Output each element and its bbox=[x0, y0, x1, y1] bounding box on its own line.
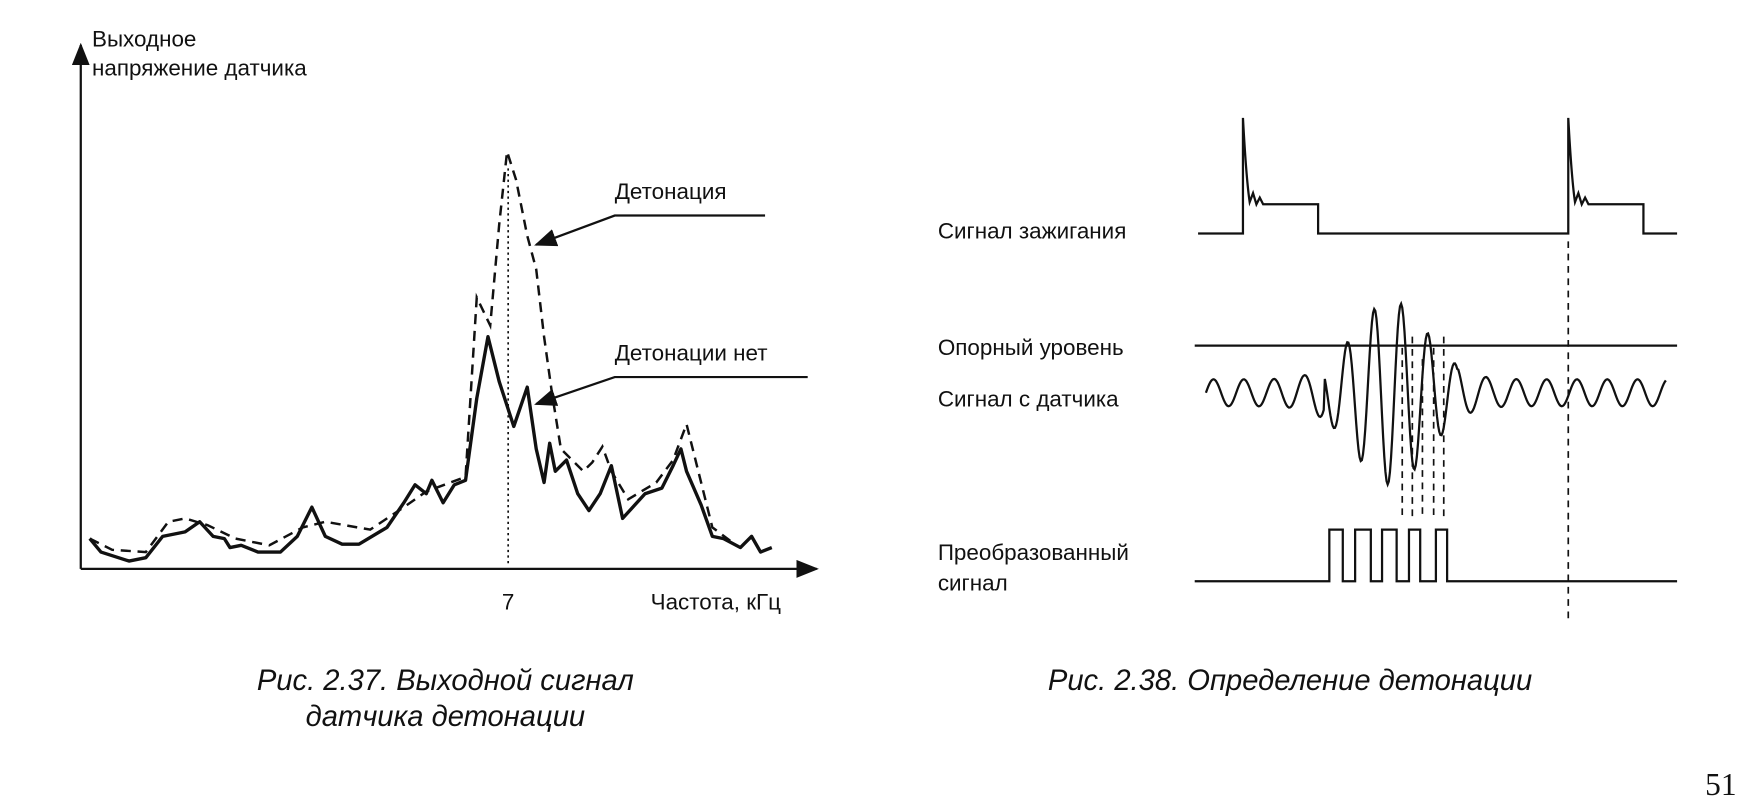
converted-signal bbox=[1194, 528, 1678, 583]
signal-label: сигнал bbox=[938, 571, 1008, 596]
signal-label: Опорный уровень bbox=[938, 335, 1124, 360]
signal-label: Сигнал зажигания bbox=[938, 218, 1127, 243]
caption: Рис. 2.37. Выходной сигнал bbox=[257, 665, 634, 697]
x-tick-label: 7 bbox=[502, 590, 514, 615]
ignition-signal bbox=[1198, 117, 1678, 235]
figure-1: Выходное напряжение датчика 7 Частота, к… bbox=[71, 26, 819, 733]
knock-curve bbox=[89, 151, 736, 554]
signal-label: Сигнал с датчика bbox=[938, 387, 1119, 412]
annotation: Детонация bbox=[615, 179, 727, 204]
threshold-lines bbox=[1401, 336, 1445, 519]
leader bbox=[534, 214, 766, 247]
x-axis-label: Частота, кГц bbox=[651, 590, 782, 615]
caption: датчика детонации bbox=[306, 701, 586, 733]
caption: Рис. 2.38. Определение детонации bbox=[1048, 665, 1532, 697]
y-axis-label: напряжение датчика bbox=[92, 56, 307, 81]
signal-label: Преобразованный bbox=[938, 540, 1129, 565]
leader bbox=[534, 375, 808, 406]
page-number: 51 bbox=[1705, 767, 1736, 799]
sensor-signal bbox=[1204, 300, 1667, 488]
no-knock-curve bbox=[88, 334, 773, 563]
annotation: Детонации нет bbox=[615, 341, 768, 366]
figure-2: Сигнал зажигания Опорный уровень Сигнал … bbox=[938, 117, 1678, 697]
y-axis-label: Выходное bbox=[92, 26, 196, 51]
